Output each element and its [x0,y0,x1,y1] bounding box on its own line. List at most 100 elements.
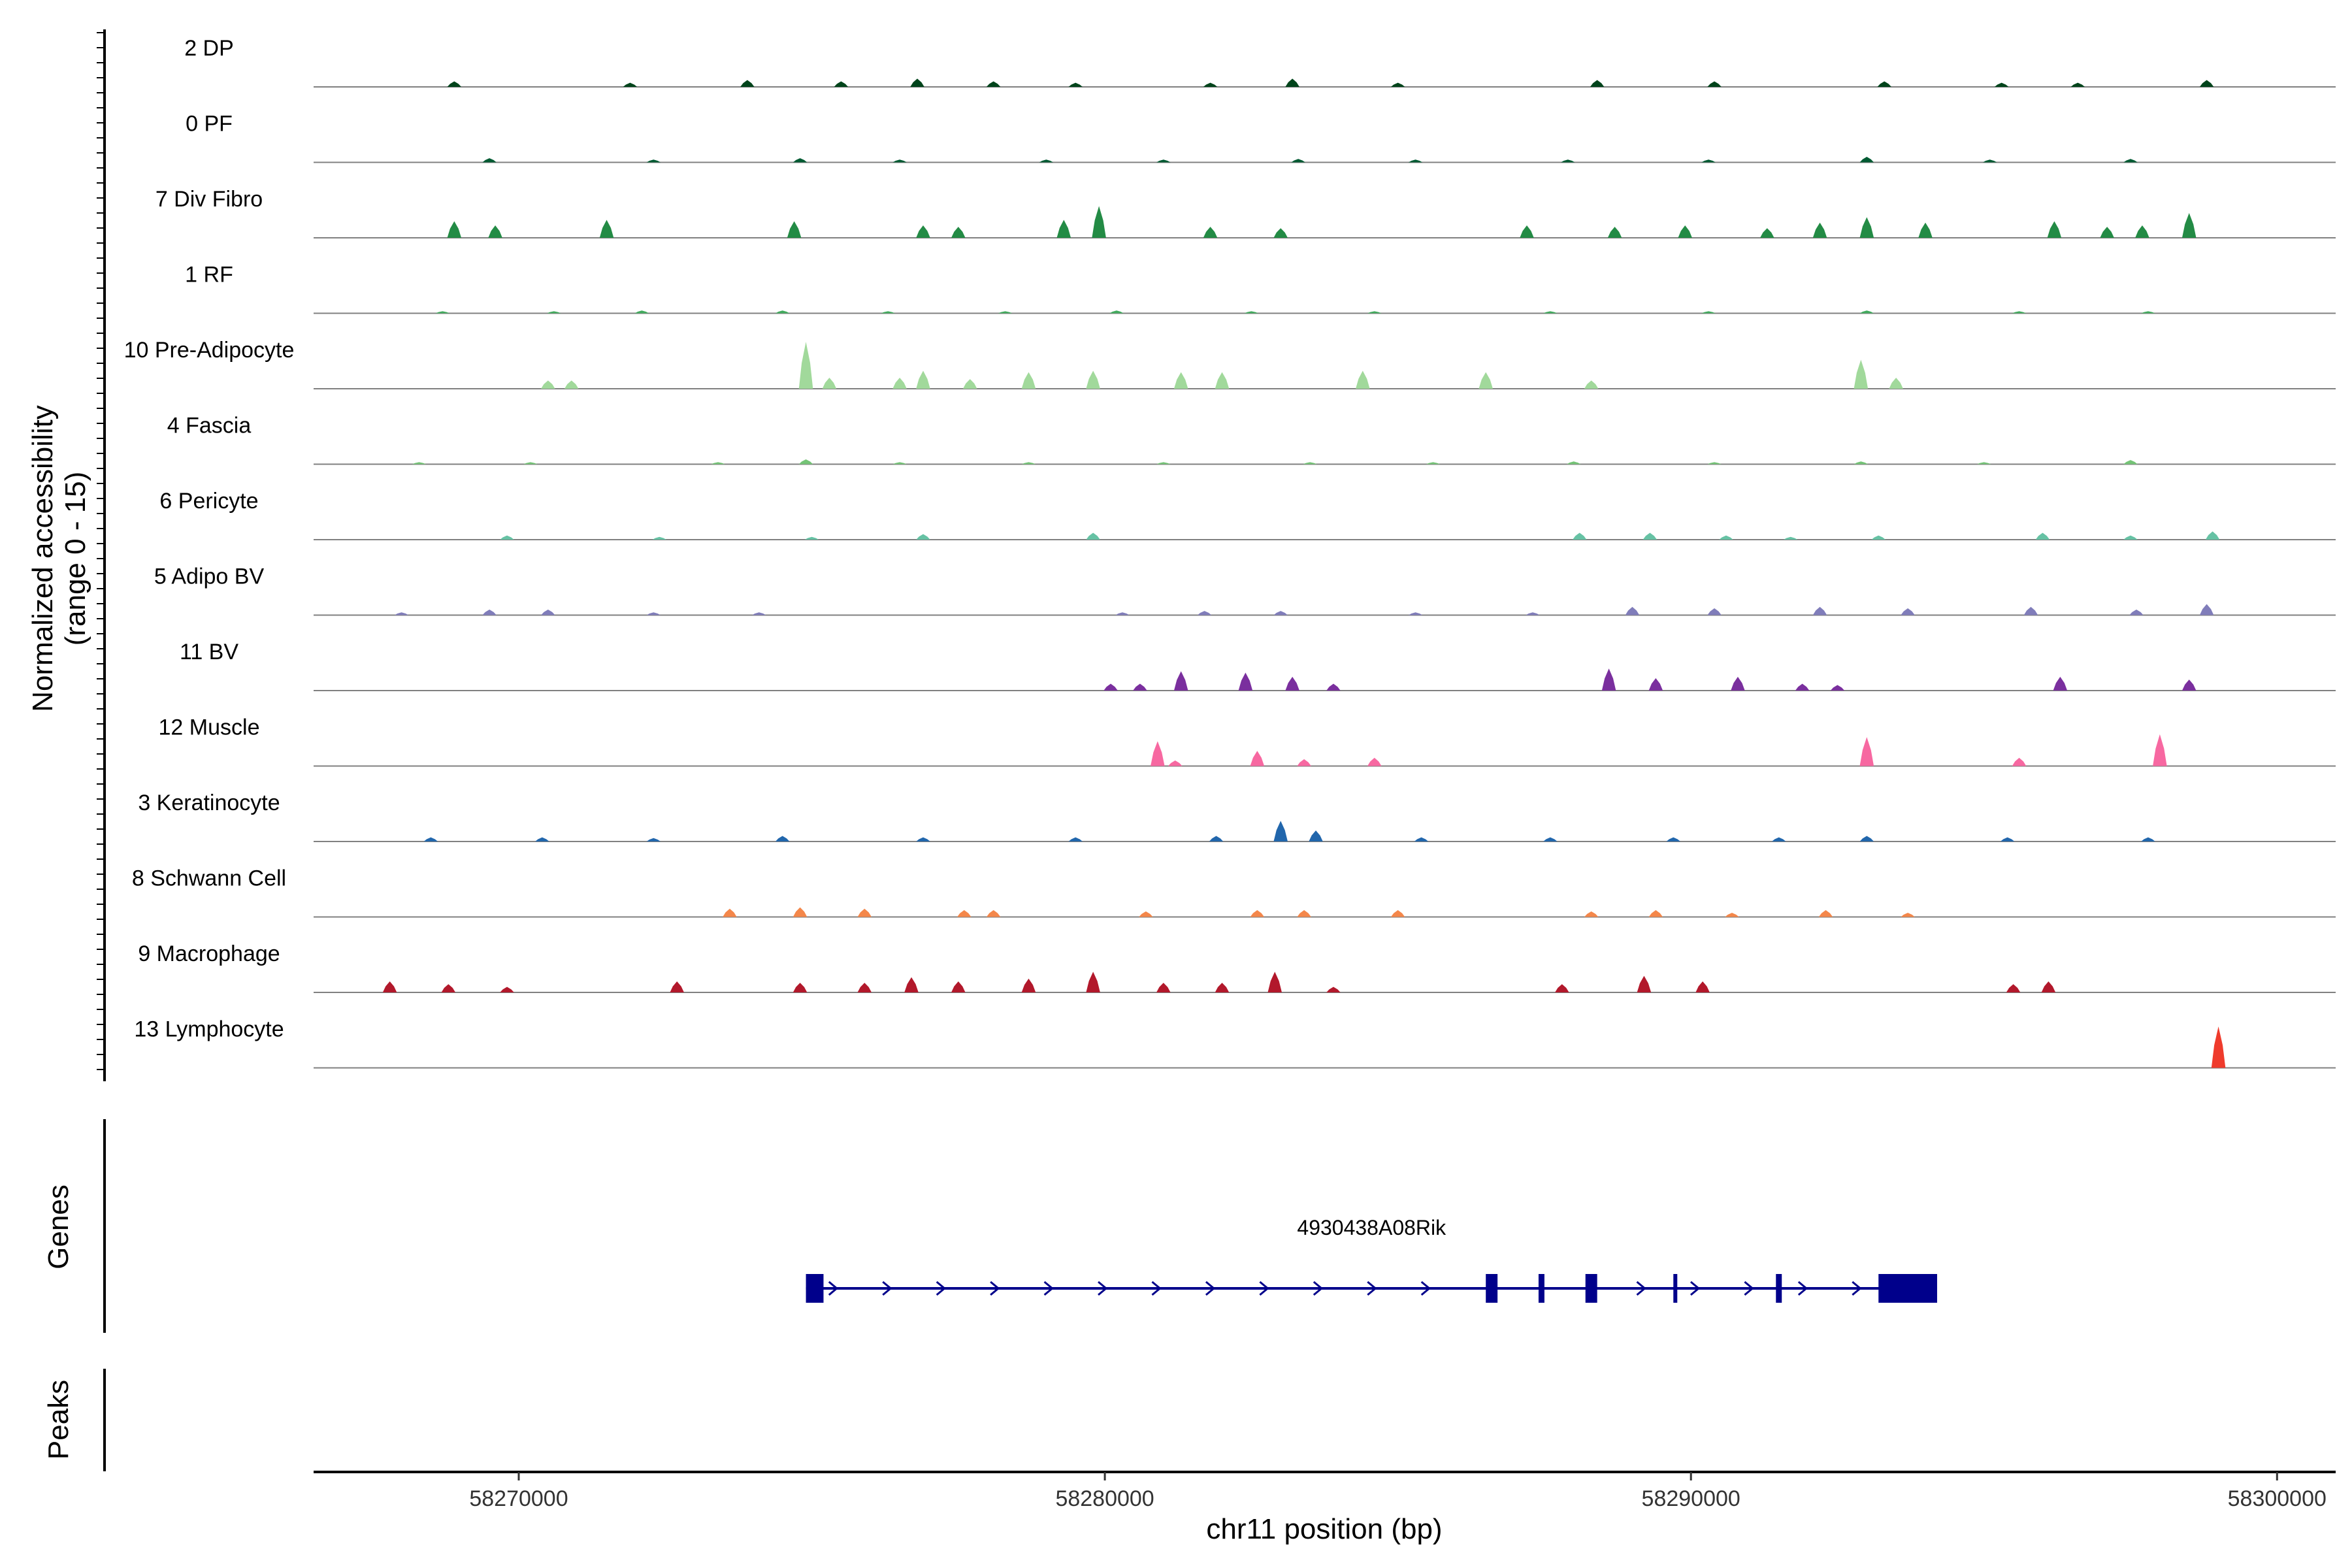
strand-arrow [1420,1281,1431,1296]
coverage-peak [1109,310,1124,314]
strand-arrow [936,1281,947,1296]
coverage-peak [447,221,462,238]
coverage-peak [1203,82,1218,87]
coverage-peak [2023,606,2038,615]
coverage-peak [2181,212,2197,238]
coverage-peak [998,311,1013,314]
coverage-peak [1426,462,1441,465]
coverage-peak [1707,462,1722,465]
coverage-peak [986,81,1001,87]
coverage-peak [2141,311,2155,314]
coverage-peak [564,380,579,389]
track-label: 13 Lymphocyte [134,1017,284,1042]
coverage-peak [792,158,808,163]
coverage-track [314,78,2336,88]
coverage-peak [1901,913,1915,917]
coverage-peak [1068,82,1083,87]
coverage-peak [2123,159,2138,163]
strand-arrow [1205,1281,1216,1296]
coverage-peak [951,981,966,992]
strand-arrow [990,1281,1000,1296]
strand-arrow [882,1281,892,1296]
coverage-peak [2141,837,2155,841]
coverage-peak [2041,981,2056,992]
coverage-peak [1982,159,1997,163]
coverage-peak [881,311,895,314]
coverage-peak [1408,612,1423,615]
x-tick-label: 58280000 [1055,1486,1154,1511]
coverage-peak [2211,1026,2226,1068]
coverage-peak [1267,972,1282,992]
coverage-peak [711,462,725,465]
coverage-track [314,821,2336,842]
gene-exon [1486,1274,1498,1303]
coverage-peak [1238,672,1253,691]
coverage-peak [1285,78,1299,87]
coverage-peak [1830,685,1845,691]
coverage-peak [1414,837,1429,841]
coverage-peak [1168,760,1183,766]
coverage-peak [2053,676,2068,691]
coverage-peak [535,837,549,841]
coverage-peak [646,159,661,163]
track-label: 9 Macrophage [138,941,280,966]
gene-exon [1878,1274,1937,1303]
coverage-peak [1086,370,1100,389]
coverage-peak [857,908,872,917]
coverage-peak [1133,683,1147,691]
coverage-peak [1871,535,1886,540]
track-label: 0 PF [186,112,233,137]
strand-arrow [828,1281,839,1296]
x-tick-label: 58270000 [469,1486,568,1511]
coverage-peak [1367,311,1382,314]
track-label: 1 RF [185,263,233,287]
coverage-peak [1859,157,1874,163]
coverage-peak [857,983,872,992]
coverage-peak [1086,532,1100,540]
coverage-peak [2000,837,2015,841]
gene-exon [1776,1274,1782,1303]
coverage-peak [2070,82,2085,87]
coverage-peak [752,612,766,615]
coverage-peak [623,82,638,87]
coverage-peak [1115,612,1130,615]
coverage-peak [382,981,397,992]
coverage-peak [951,227,966,238]
coverage-peak [500,987,514,992]
coverage-peak [1889,378,1903,389]
coverage-peak [1918,222,1933,238]
coverage-peak [1520,225,1534,238]
coverage-peak [1297,909,1311,917]
coverage-track [314,459,2336,465]
coverage-track [314,972,2336,993]
track-label: 12 Muscle [159,715,260,740]
coverage-peak [541,380,555,389]
genes-panel-title: Genes [42,1184,74,1269]
coverage-peak [1197,611,1212,615]
coverage-peak [1648,678,1663,691]
strand-arrow [1744,1281,1754,1296]
coverage-peak [1390,909,1405,917]
coverage-peak [1156,983,1171,992]
x-tick-label: 58290000 [1642,1486,1740,1511]
coverage-peak [1056,220,1071,238]
coverage-peak [1707,608,1722,615]
coverage-peak [1625,606,1640,615]
coverage-peak [1701,311,1716,314]
coverage-peak [1285,676,1299,691]
coverage-peak [1648,909,1663,917]
coverage-peak [1092,206,1106,238]
coverage-track [314,907,2336,918]
coverage-peak [798,459,813,465]
strand-arrow [1636,1281,1646,1296]
coverage-peak [394,612,409,615]
coverage-peak [1555,984,1569,992]
coverage-peak [892,462,907,465]
coverage-peak [1156,159,1171,163]
coverage-peak [1725,913,1739,917]
coverage-peak [957,909,972,917]
coverage-peak [1719,535,1733,540]
coverage-peak [1250,751,1265,766]
track-label: 7 Div Fibro [155,187,263,212]
track-label: 11 BV [180,640,238,664]
